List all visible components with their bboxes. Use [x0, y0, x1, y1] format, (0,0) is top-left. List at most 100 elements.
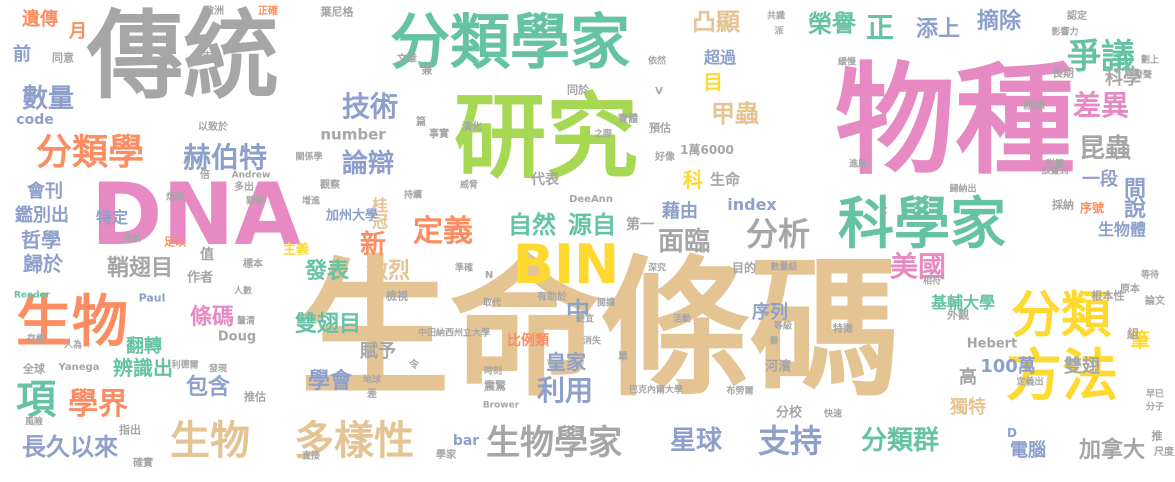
word-cha: 差 — [367, 389, 377, 400]
word-zhichi: 支持 — [757, 422, 823, 460]
word-shuliang: 數量 — [21, 84, 75, 114]
word-dan: 單 — [618, 352, 628, 363]
word-shengwuxuejia: 生物學家 — [486, 423, 622, 463]
word-jianshi: 檢視 — [386, 289, 408, 303]
word-fenleiqun: 分類群 — [860, 426, 940, 456]
word-tianshang: 添上 — [915, 17, 961, 42]
word-zhenjing: 震驚 — [484, 379, 506, 393]
word-1wan6000: 1萬6000 — [680, 143, 734, 157]
word-chayi: 差異 — [1072, 89, 1130, 122]
word-brower: Brower — [482, 400, 520, 411]
word-kunchong: 昆蟲 — [1078, 134, 1132, 164]
word-weizhi: 未知 — [202, 51, 222, 62]
word-zaoyi: 早已 — [1145, 389, 1165, 400]
word-fenxi: 分析 — [745, 215, 811, 253]
word-lunbian: 論辯 — [341, 149, 395, 179]
word-yuedu: 閱讀 — [596, 298, 616, 309]
word-guanxixue: 關係學 — [295, 152, 323, 163]
word-jieyou: 藉由 — [662, 201, 698, 222]
word-fenleixue: 分類學 — [35, 132, 145, 173]
word-doug: Doug — [217, 329, 257, 345]
word-guanxi: 關係 — [245, 196, 265, 207]
word-zhunque: 準確 — [454, 263, 474, 274]
word-code: code — [16, 112, 54, 128]
word-fabiao: 發表 — [304, 259, 350, 284]
word-d: D — [1007, 426, 1017, 440]
word-changjiuyilai: 長久以來 — [22, 433, 118, 461]
word-zuozhe: 作者 — [186, 270, 214, 286]
word-xuejie: 學界 — [68, 387, 128, 422]
word-bulaoer: 布勞爾 — [726, 386, 754, 397]
word-yuanben: 原本 — [1120, 284, 1140, 295]
word-fasheng: 發聲 — [1133, 70, 1153, 81]
word-zhengque: 正確 — [258, 6, 278, 17]
word-diyi: 第一 — [626, 217, 654, 233]
word-yanhua: 演化 — [462, 122, 482, 133]
word-fuyu: 賦予 — [360, 341, 396, 362]
word-duochu: 多出 — [234, 182, 254, 193]
word-jiachong: 甲蟲 — [711, 100, 759, 128]
word-qudai: 取代 — [482, 298, 502, 309]
word-fenxiao: 分校 — [775, 405, 803, 421]
word-hebote: 赫伯特 — [182, 141, 268, 174]
word-fengxian: 風險 — [24, 417, 44, 428]
word-pai: 派 — [774, 26, 784, 37]
word-v: V — [655, 86, 663, 97]
word-queshi: 確實 — [133, 458, 153, 469]
word-duoyangxing: 多樣性 — [294, 418, 414, 464]
word-hebin: 河濱 — [764, 359, 792, 375]
word-zhiji: 之際 — [593, 129, 613, 140]
word-fansuo: 煩瑣 — [165, 192, 185, 203]
word-hebert: Hebert — [966, 336, 1018, 352]
word-yuanzi: 源自 — [568, 211, 616, 239]
word-zhengyi: 爭議 — [1067, 37, 1135, 77]
word-huodong: 活動 — [672, 314, 692, 325]
word-kexue: 科學 — [1105, 68, 1141, 89]
word-yanega: Yanega — [58, 362, 100, 373]
word-fangzhidao: 放置到 — [1041, 166, 1069, 177]
word-wuzhong: 物種 — [835, 52, 1075, 191]
word-xuhao: 序號 — [1079, 201, 1105, 215]
word-number: number — [320, 125, 386, 144]
word-xiang: 項 — [16, 377, 56, 423]
word-diqiu: 地球 — [362, 375, 382, 386]
word-pian: 篇 — [416, 117, 426, 128]
word-fenzi: 分子 — [1145, 402, 1165, 413]
word-huashang: 劃上 — [1140, 55, 1160, 66]
word-100wan: 100萬 — [980, 356, 1036, 377]
word-renshu: 人數 — [233, 286, 253, 297]
word-fenlei: 分類 — [1011, 286, 1111, 344]
word-n: N — [484, 270, 494, 281]
word-paul: Paul — [138, 291, 166, 305]
word-shiti: 實體 — [618, 114, 638, 125]
word-zhongtianna: 中田納西州立大學 — [417, 328, 491, 339]
word-qian: 前 — [13, 44, 31, 65]
word-guancha: 觀察 — [320, 180, 340, 191]
word-liqing: 釐清 — [236, 316, 256, 327]
word-weixie: 威脅 — [459, 180, 479, 191]
word-wenzhang: 文章 — [397, 54, 417, 65]
word-waiguan: 外觀 — [947, 308, 969, 322]
word-zhijie: 直接 — [301, 451, 321, 462]
word-kuaisu: 快速 — [823, 409, 843, 420]
word-mu: 目 — [703, 70, 723, 94]
word-mianlin: 面臨 — [657, 227, 711, 257]
word-dengdai: 等待 — [1140, 270, 1160, 281]
word-jinzhan: 進展 — [848, 159, 868, 170]
word-bi: 筆 — [1130, 328, 1150, 352]
word-huangjia: 皇家 — [546, 350, 586, 374]
word-renwei: 人為 — [63, 340, 83, 351]
word-zu: 組 — [1126, 327, 1140, 341]
word-dna: DNA — [91, 165, 301, 265]
word-faxian: 發現 — [208, 364, 228, 375]
word-zhi: 值 — [200, 247, 214, 263]
word-cunxu: 存續 — [26, 334, 46, 345]
word-guinachu: 歸納出 — [949, 184, 977, 195]
word-jilie: 激烈 — [365, 259, 411, 284]
word-diannao: 電腦 — [1010, 440, 1046, 461]
word-chidu: 尺度 — [1154, 447, 1174, 458]
word-shengwuti: 生物體 — [1097, 220, 1147, 239]
word-caina: 採納 — [1052, 198, 1074, 212]
word-bei: 倍 — [200, 170, 210, 181]
